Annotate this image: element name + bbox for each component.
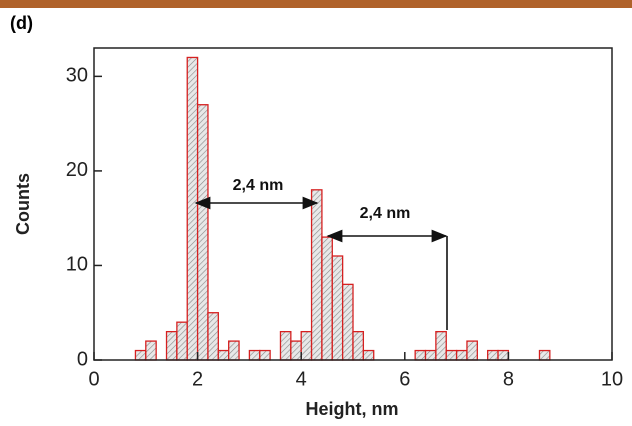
bar — [446, 351, 456, 360]
x-tick-label: 0 — [88, 368, 99, 390]
annotation: 2,4 nm — [233, 177, 284, 194]
bar — [539, 351, 549, 360]
x-tick-label: 10 — [601, 368, 623, 390]
chart: (d) Height, nm Counts 0 10 20 30 0 2 4 6 8 10 2,4… — [0, 0, 632, 426]
bar — [457, 351, 467, 360]
bar — [488, 351, 498, 360]
x-tick-label: 4 — [296, 368, 307, 390]
y-tick-label: 10 — [66, 254, 88, 276]
panel-label: (d) — [10, 13, 33, 33]
bar — [187, 57, 197, 360]
bar — [498, 351, 508, 360]
plot-area: 0 10 20 30 0 2 4 6 8 10 — [66, 48, 623, 390]
x-tick-label: 8 — [503, 368, 514, 390]
bar — [322, 237, 332, 360]
image-strip — [0, 0, 632, 8]
bar — [208, 313, 218, 360]
bar — [363, 351, 373, 360]
bar — [426, 351, 436, 360]
bar — [436, 332, 446, 360]
bar — [353, 332, 363, 360]
bar — [343, 284, 353, 360]
bar — [280, 332, 290, 360]
bar — [146, 341, 156, 360]
bar — [312, 190, 322, 360]
bar — [415, 351, 425, 360]
bar — [229, 341, 239, 360]
bar — [332, 256, 342, 360]
bar — [260, 351, 270, 360]
bar — [467, 341, 477, 360]
x-axis-title: Height, nm — [306, 399, 399, 419]
bar — [249, 351, 259, 360]
bar — [135, 351, 145, 360]
bar — [167, 332, 177, 360]
bar — [291, 341, 301, 360]
y-tick-label: 30 — [66, 65, 88, 87]
y-tick-label: 20 — [66, 159, 88, 181]
bar — [301, 332, 311, 360]
bar — [218, 351, 228, 360]
x-tick-label: 6 — [399, 368, 410, 390]
bar — [198, 105, 208, 360]
bar — [177, 322, 187, 360]
x-tick-label: 2 — [192, 368, 203, 390]
y-tick-label: 0 — [77, 348, 88, 370]
annotation: 2,4 nm — [360, 205, 411, 222]
y-axis-title: Counts — [13, 173, 33, 235]
